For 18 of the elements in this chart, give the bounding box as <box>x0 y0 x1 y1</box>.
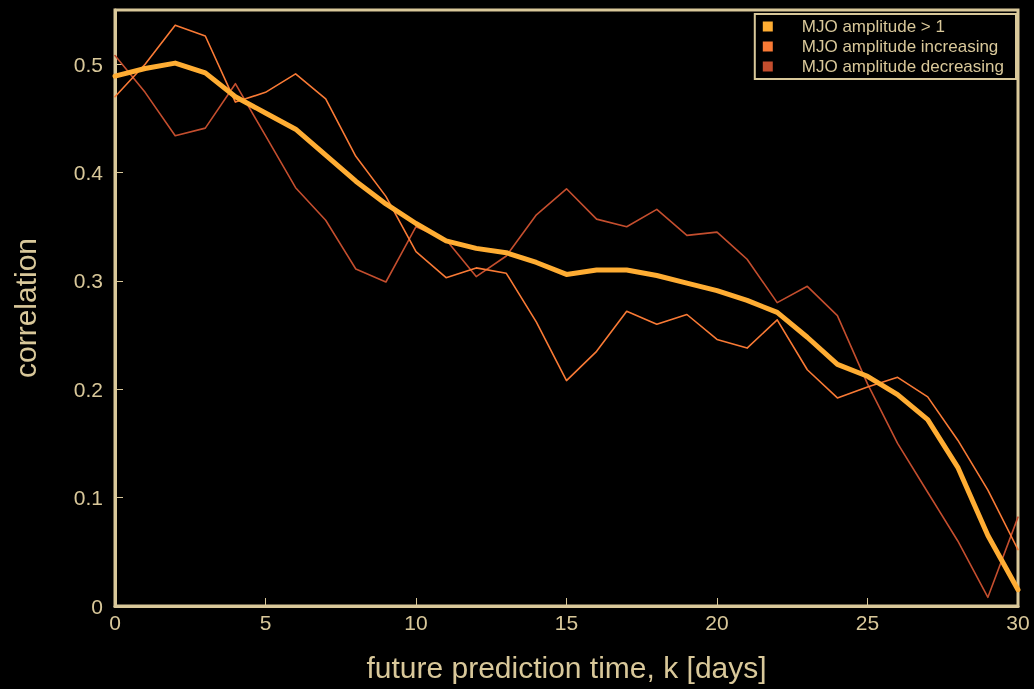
y-tick-label: 0.4 <box>73 161 104 185</box>
legend-label: MJO amplitude increasing <box>801 37 999 56</box>
x-axis-title: future prediction time, k [days] <box>366 650 767 684</box>
y-tick-label: 0.2 <box>73 377 103 401</box>
y-axis-title: correlation <box>8 237 42 379</box>
x-tick-label: 20 <box>705 611 729 634</box>
x-tick-label: 30 <box>1006 611 1030 634</box>
y-tick-label: 0.5 <box>73 52 103 76</box>
x-tick-label: 10 <box>404 611 428 634</box>
x-tick-label: 0 <box>109 611 121 634</box>
y-tick-label: 0.1 <box>73 486 103 510</box>
y-tick-label: 0.3 <box>73 269 103 293</box>
legend-label: MJO amplitude > 1 <box>801 17 945 36</box>
x-tick-label: 25 <box>855 611 880 634</box>
y-tick-label: 0 <box>91 594 103 618</box>
x-tick-label: 15 <box>554 611 579 634</box>
x-tick-label: 5 <box>259 611 272 634</box>
legend-label: MJO amplitude decreasing <box>801 57 1005 76</box>
